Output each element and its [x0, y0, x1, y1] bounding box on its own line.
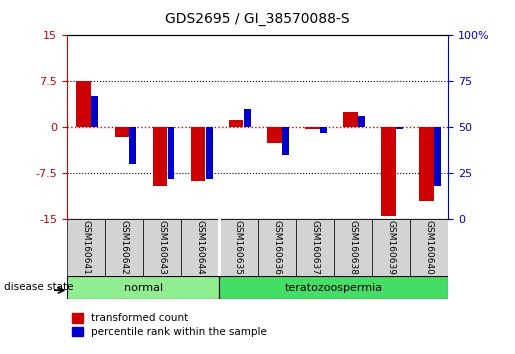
- Bar: [305, 127, 320, 129]
- Text: GSM160640: GSM160640: [424, 220, 434, 275]
- FancyBboxPatch shape: [105, 219, 143, 276]
- Bar: [244, 109, 251, 127]
- Text: GSM160643: GSM160643: [158, 220, 167, 275]
- Bar: [129, 127, 136, 164]
- FancyBboxPatch shape: [219, 219, 258, 276]
- Bar: [358, 116, 365, 127]
- Bar: [229, 120, 244, 127]
- Bar: [396, 127, 403, 129]
- Text: normal: normal: [124, 282, 163, 293]
- Bar: [91, 96, 98, 127]
- FancyBboxPatch shape: [334, 219, 372, 276]
- Text: GDS2695 / GI_38570088-S: GDS2695 / GI_38570088-S: [165, 12, 350, 27]
- FancyBboxPatch shape: [258, 219, 296, 276]
- FancyBboxPatch shape: [181, 219, 219, 276]
- FancyBboxPatch shape: [296, 219, 334, 276]
- Bar: [434, 127, 441, 186]
- Bar: [320, 127, 327, 133]
- FancyBboxPatch shape: [410, 219, 448, 276]
- Text: teratozoospermia: teratozoospermia: [285, 282, 383, 293]
- Text: GSM160637: GSM160637: [310, 220, 319, 275]
- Text: GSM160639: GSM160639: [386, 220, 396, 275]
- FancyBboxPatch shape: [372, 219, 410, 276]
- Bar: [282, 127, 289, 155]
- Text: GSM160642: GSM160642: [119, 221, 129, 275]
- FancyBboxPatch shape: [143, 219, 181, 276]
- FancyBboxPatch shape: [67, 276, 219, 299]
- Bar: [267, 127, 282, 143]
- Bar: [382, 127, 396, 216]
- Text: disease state: disease state: [4, 282, 73, 292]
- Text: GSM160638: GSM160638: [348, 220, 357, 275]
- Legend: transformed count, percentile rank within the sample: transformed count, percentile rank withi…: [72, 313, 267, 337]
- Bar: [205, 127, 213, 179]
- Bar: [76, 81, 91, 127]
- Text: GSM160641: GSM160641: [81, 220, 91, 275]
- Text: GSM160644: GSM160644: [196, 221, 205, 275]
- Bar: [153, 127, 167, 186]
- Bar: [344, 112, 358, 127]
- Bar: [191, 127, 205, 182]
- Text: GSM160636: GSM160636: [272, 220, 281, 275]
- Bar: [167, 127, 175, 179]
- Bar: [419, 127, 434, 201]
- FancyBboxPatch shape: [219, 276, 448, 299]
- Text: GSM160635: GSM160635: [234, 220, 243, 275]
- Bar: [114, 127, 129, 137]
- FancyBboxPatch shape: [67, 219, 105, 276]
